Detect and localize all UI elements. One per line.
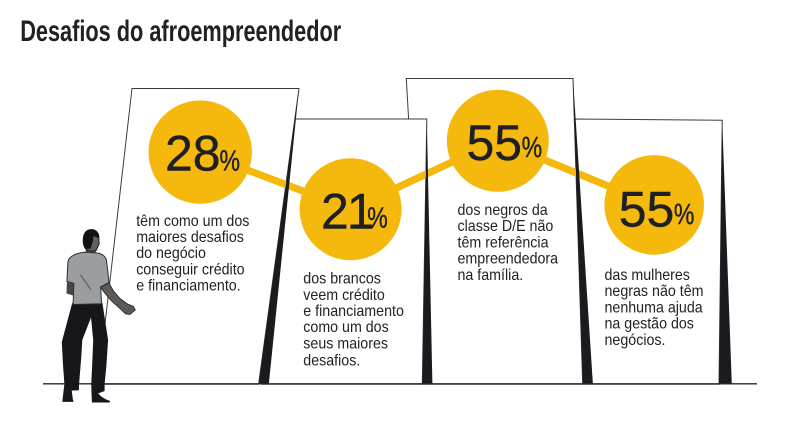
svg-text:maiores desafios: maiores desafios xyxy=(136,229,244,246)
svg-text:21: 21 xyxy=(321,184,373,240)
svg-text:do negócio: do negócio xyxy=(136,245,206,262)
svg-text:e financiamento: e financiamento xyxy=(303,303,404,320)
svg-text:negócios.: negócios. xyxy=(605,332,666,349)
svg-text:55: 55 xyxy=(467,115,523,171)
svg-text:conseguir crédito: conseguir crédito xyxy=(136,261,244,278)
svg-text:empreendedora: empreendedora xyxy=(458,251,559,268)
svg-text:veem crédito: veem crédito xyxy=(303,287,385,304)
svg-text:55: 55 xyxy=(619,182,675,238)
svg-text:como um dos: como um dos xyxy=(303,319,388,336)
svg-text:nenhuma ajuda: nenhuma ajuda xyxy=(605,299,703,316)
svg-text:e financiamento.: e financiamento. xyxy=(136,278,241,295)
svg-text:28: 28 xyxy=(165,126,221,182)
svg-text:negras não têm: negras não têm xyxy=(605,283,704,300)
svg-text:desafios.: desafios. xyxy=(303,353,360,370)
svg-text:%: % xyxy=(220,146,241,178)
svg-text:das mulheres: das mulheres xyxy=(605,267,690,284)
svg-text:têm referência: têm referência xyxy=(458,234,549,251)
svg-text:dos negros da: dos negros da xyxy=(458,202,548,219)
svg-text:%: % xyxy=(674,199,695,231)
svg-text:classe D/E não: classe D/E não xyxy=(458,218,554,235)
svg-text:%: % xyxy=(522,132,543,164)
svg-text:Desafios do afroempreendedor: Desafios do afroempreendedor xyxy=(20,15,341,48)
svg-text:seus maiores: seus maiores xyxy=(303,335,388,352)
svg-text:na família.: na família. xyxy=(458,267,524,284)
svg-text:dos brancos: dos brancos xyxy=(303,271,381,288)
svg-text:%: % xyxy=(367,202,388,234)
svg-text:têm como um dos: têm como um dos xyxy=(136,213,249,230)
svg-text:na gestão dos: na gestão dos xyxy=(605,316,694,333)
